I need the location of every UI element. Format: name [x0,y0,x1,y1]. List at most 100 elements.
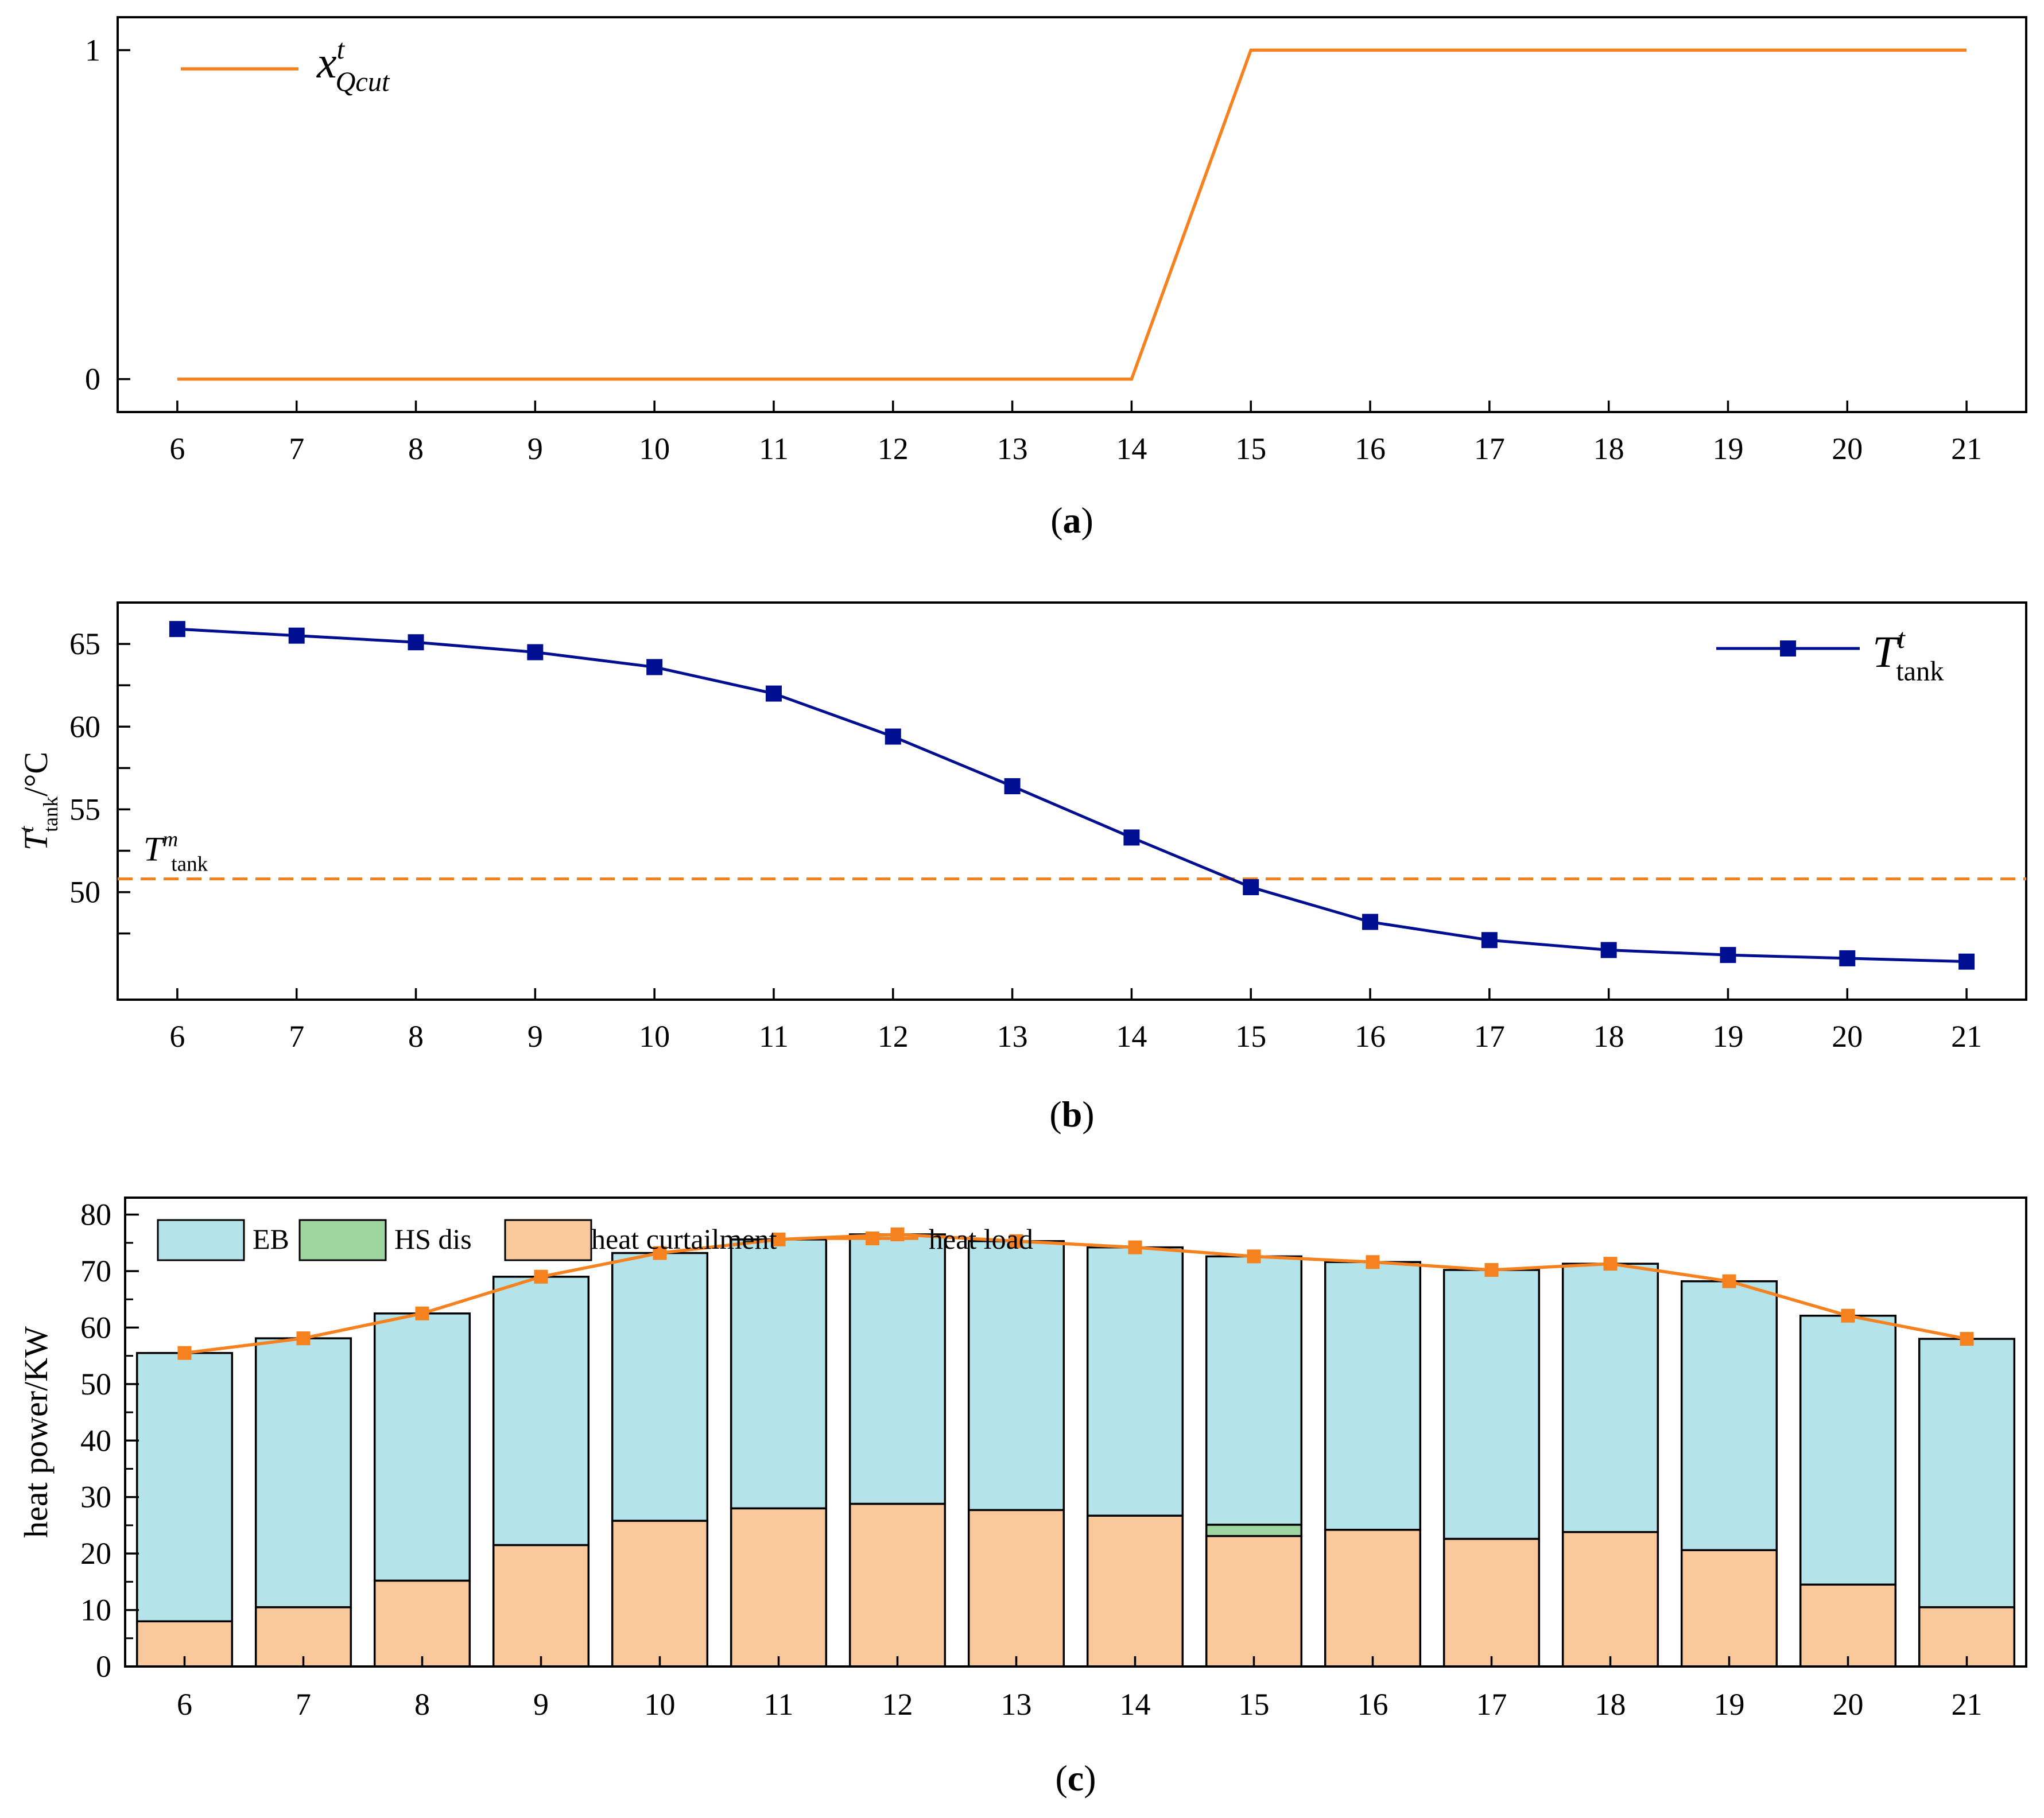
panel-b-y-title-sub: tank [39,797,62,832]
panel-a-x-tick-label: 11 [759,432,789,466]
panel-c-heat-load-point [1722,1274,1736,1288]
panel-b-x-tick-label: 14 [1116,1019,1147,1054]
panel-b-data-point [1839,950,1856,966]
panel-a-x-tick-label: 15 [1235,432,1266,466]
panel-c-heat-load-point [653,1246,667,1260]
panel-a-legend-label-base: x [316,37,337,87]
panel-c-legend-swatch-hs-dis [298,1219,387,1261]
panel-a-x-tick-label: 16 [1355,432,1386,466]
panel-b-data-point [527,644,544,661]
panel-c-y-tick-label: 10 [80,1593,111,1627]
panel-b-x-tick-label: 19 [1712,1019,1743,1054]
panel-c: 6 7 8 9 10 11 12 13 14 15 16 17 18 19 20 21 0 10 20 30 40 50 6… [17,1197,2027,1798]
panel-c-x-tick-label: 16 [1358,1687,1388,1722]
panel-a-plot-frame [117,16,2027,413]
panel-c-heat-load-point [1128,1240,1142,1254]
panel-c-bar-eb [611,1252,709,1522]
panel-a-x-tick-label: 9 [528,432,543,466]
panel-c-heat-load-point [415,1306,429,1320]
panel-c-x-tick-label: 13 [1001,1687,1032,1722]
panel-a-x-tick-label: 21 [1951,432,1982,466]
panel-c-heat-load-point [1960,1332,1974,1346]
panel-b-legend-label-sub: tank [1896,656,1944,686]
panel-a-x-tick-label: 18 [1593,432,1624,466]
panel-c-bar-eb [848,1233,947,1505]
panel-label-open: ( [1055,1758,1067,1798]
panel-label-close: ) [1082,1094,1094,1135]
panel-b-data-point [1123,829,1140,846]
panel-b-y-title-base: T [17,830,55,850]
panel-b-x-tick-label: 18 [1593,1019,1624,1054]
panel-c-bar-heat-curtailment [1799,1583,1897,1668]
panel-b-data-point [1958,953,1975,970]
panel-c-bar-eb [1324,1261,1422,1531]
panel-b-x-tick-label: 6 [169,1019,185,1054]
panel-c-y-tick-label: 80 [80,1198,111,1232]
panel-a-x-tick-label: 19 [1712,432,1743,466]
panel-c-bar-heat-curtailment [373,1579,471,1668]
panel-c-bar-eb [730,1238,828,1510]
panel-c-legend-label-heat-curtailment: heat curtailment [591,1223,777,1255]
panel-label-close: ) [1084,1758,1096,1798]
panel-b-x-tick-label: 13 [997,1019,1028,1054]
panel-c-x-tick-label: 11 [764,1687,794,1722]
panel-label-close: ) [1081,500,1093,541]
panel-c-x-tick-label: 20 [1833,1687,1864,1722]
panel-label-c: (c) [1055,1758,1096,1798]
panel-b-data-point [1362,914,1379,930]
panel-b-data-point [169,621,185,638]
panel-b-y-tick-label: 65 [69,627,100,661]
panel-c-legend-marker-heat-load [866,1232,879,1245]
panel-c-bar-heat-curtailment [1442,1537,1541,1668]
panel-label-a: (a) [1050,500,1093,541]
panel-c-x-tick-label: 14 [1120,1687,1151,1722]
panel-c-x-tick-label: 9 [533,1687,549,1722]
panel-c-bar-eb [967,1240,1065,1512]
panel-a-series-line [177,48,1967,381]
panel-a: 6 7 8 9 10 11 12 13 14 15 16 17 18 19 20 21 0 1 xt Qcut (a) [85,16,2027,541]
panel-b-plot-frame [117,601,2027,1001]
panel-b-data-point [1243,879,1259,895]
panel-c-x-tick-label: 12 [882,1687,913,1722]
panel-a-legend-label: xt Qcut [316,34,390,97]
panel-c-x-tick-label: 10 [645,1687,676,1722]
panel-b-x-tick-label: 21 [1951,1019,1982,1054]
panel-b-x-tick-label: 17 [1474,1019,1505,1054]
panel-c-y-tick-label: 70 [80,1254,111,1288]
panel-b-reference-label: Tm tank [143,828,208,876]
panel-b-data-point [646,659,663,675]
panel-b-x-tick-label: 12 [878,1019,909,1054]
panel-c-bar-eb [1680,1280,1778,1551]
panel-a-x-tick-label: 14 [1116,432,1147,466]
panel-b-data-point [1600,942,1617,958]
panel-b-data-point [1004,778,1021,795]
panel-c-heat-load-point [1484,1262,1499,1277]
panel-label-open: ( [1050,500,1062,541]
panel-b-reference-label-sub: tank [171,853,208,876]
panel-b-reference-label-sup: m [162,828,178,851]
panel-c-heat-load-line [184,1233,1968,1355]
panel-c-y-tick-label: 0 [96,1649,111,1684]
panel-c-bar-heat-curtailment [967,1509,1065,1668]
panel-b-data-point [1720,947,1736,964]
panel-b-y-tick-label: 55 [69,792,100,826]
panel-c-y-tick-label: 20 [80,1536,111,1571]
panel-c-bar-eb [1918,1338,2016,1609]
panel-b-reference-label-base: T [143,830,165,868]
panel-c-legend-swatch-eb [157,1219,245,1261]
panel-c-bar-eb [492,1276,590,1547]
panel-a-x-tick-label: 8 [408,432,424,466]
panel-b-y-axis-title: Tttank/°C [15,752,62,850]
panel-b-legend-label: Tt tank [1872,624,1944,686]
panel-c-bar-heat-curtailment [1324,1529,1422,1668]
panel-c-x-tick-label: 6 [177,1687,192,1722]
panel-c-heat-load-point [177,1346,192,1360]
panel-c-x-tick-label: 15 [1239,1687,1270,1722]
panel-a-x-tick-label: 10 [639,432,670,466]
panel-c-x-tick-label: 21 [1952,1687,1983,1722]
panel-a-x-tick-label: 17 [1474,432,1505,466]
panel-b-data-point [408,634,424,651]
panel-c-y-tick-label: 40 [80,1423,111,1458]
